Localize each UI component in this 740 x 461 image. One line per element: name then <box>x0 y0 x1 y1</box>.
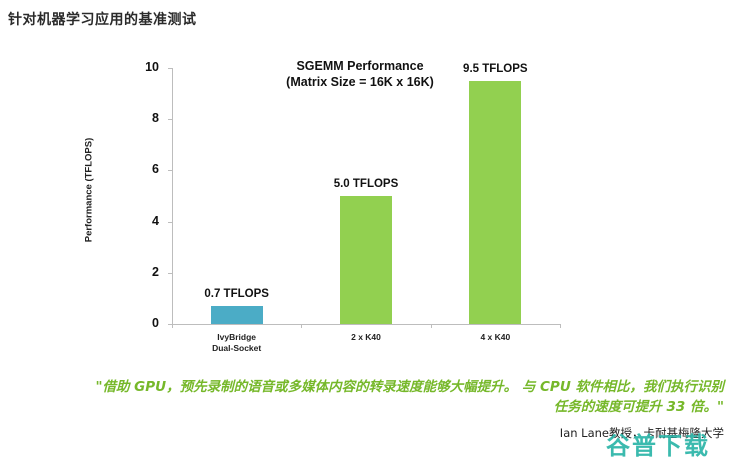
page-heading: 针对机器学习应用的基准测试 <box>8 12 197 28</box>
x-category-label-line: 4 x K40 <box>480 332 511 342</box>
quote-attribution: Ian Lane教授，卡耐基梅隆大学 <box>559 426 724 440</box>
y-axis-label: Performance (TFLOPS) <box>83 137 95 243</box>
y-tick-label: 2 <box>152 264 159 279</box>
x-category-label-line: IvyBridge <box>217 332 257 342</box>
y-tick-mark <box>168 221 172 223</box>
x-category-label: 4 x K40 <box>440 332 550 343</box>
x-category-label-line: 2 x K40 <box>351 332 381 342</box>
watermark-logo: 谷普下载 <box>606 432 710 460</box>
sgemm-bar-chart: SGEMM Performance (Matrix Size = 16K x 1… <box>83 58 561 354</box>
y-tick-label: 0 <box>152 316 159 330</box>
y-tick-mark <box>168 324 172 325</box>
x-tick-mark <box>560 324 561 328</box>
y-tick-mark <box>168 68 172 69</box>
y-tick-label: 10 <box>145 60 159 74</box>
y-tick-label: 4 <box>152 213 159 228</box>
quote-line-1: "借助 GPU，预先录制的语音或多媒体内容的转录速度能够大幅提升。 与 CPU … <box>95 379 724 395</box>
bar-data-label: 0.7 TFLOPS <box>204 288 269 301</box>
bar-4-x-k40 <box>469 80 522 324</box>
bar-2-x-k40 <box>340 196 392 324</box>
y-tick-label: 6 <box>152 162 159 177</box>
x-axis-line <box>172 324 560 325</box>
chart-title-main: SGEMM Performance <box>296 59 424 73</box>
x-category-label-line: Dual-Socket <box>212 343 262 353</box>
bar-ivybridge-dual-socket <box>210 306 263 324</box>
chart-subtitle: (Matrix Size = 16K x 16K) <box>286 75 434 89</box>
x-tick-mark <box>301 324 303 328</box>
bar-data-label: 5.0 TFLOPS <box>333 178 399 190</box>
y-tick-label: 8 <box>152 111 159 126</box>
x-tick-mark <box>430 324 432 328</box>
y-tick-mark <box>168 170 172 172</box>
testimonial-quote: "借助 GPU，预先录制的语音或多媒体内容的转录速度能够大幅提升。 与 CPU … <box>4 377 724 417</box>
x-category-label: 2 x K40 <box>311 332 421 343</box>
y-axis-line <box>172 68 173 325</box>
quote-line-2: 任务的速度可提升 33 倍。" <box>553 399 724 415</box>
x-category-label: IvyBridge Dual-Socket <box>182 332 292 354</box>
x-tick-mark <box>172 324 173 328</box>
bar-data-label: 9.5 TFLOPS <box>463 62 528 75</box>
y-tick-mark <box>168 272 172 274</box>
y-tick-mark <box>168 119 172 121</box>
chart-title: SGEMM Performance (Matrix Size = 16K x 1… <box>270 58 450 90</box>
